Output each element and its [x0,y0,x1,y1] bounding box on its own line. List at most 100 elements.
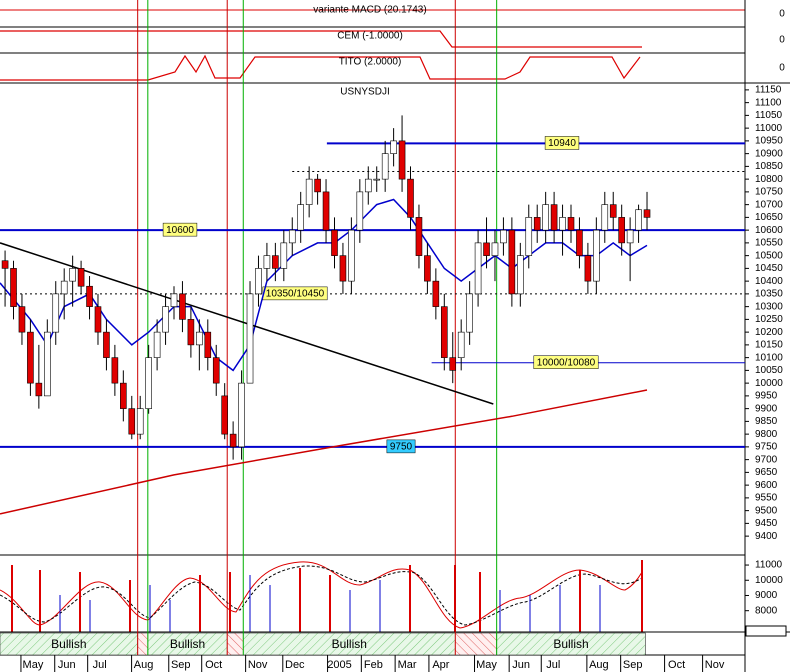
x-tick-label: Jul [546,659,560,671]
x-tick-label: Aug [589,659,609,671]
y-tick-label: 11150 [755,85,782,96]
y-tick-label: 11000 [755,123,783,134]
candle-body [314,178,321,193]
bearish-band [455,632,497,656]
trend-band-label: Bullish [170,637,205,651]
y-tick-label: 10850 [755,161,783,172]
y-tick-label: 9850 [755,416,778,427]
y-tick-label: 10550 [755,238,783,249]
indicator-value: 0 [779,35,785,46]
y-tick-label: 9550 [755,493,778,504]
candle-body [576,229,583,256]
candle-body [457,331,465,358]
candle-body [567,217,575,231]
lower-y-tick-label: 9000 [755,590,778,601]
candle-body [449,357,457,371]
candle-body [187,319,195,346]
bearish-band [137,632,149,656]
x-tick-label: Jun [58,659,76,671]
candle-body [601,204,609,231]
y-tick-label: 11050 [755,110,783,121]
candle-body [212,357,220,384]
y-tick-label: 9800 [755,429,778,440]
y-tick-label: 10200 [755,327,783,338]
level-label-text: 9750 [390,442,413,453]
y-tick-label: 10650 [755,212,783,223]
candle-body [432,280,440,307]
y-tick-label: 10050 [755,365,783,376]
x-tick-label: Apr [432,659,449,671]
y-tick-label: 10800 [755,174,783,185]
trend-band-label: Bullish [332,637,367,651]
x-tick-label: Jun [512,659,530,671]
x-tick-label: Oct [668,659,685,671]
candle-body [424,255,431,282]
x-tick-label: May [476,659,497,671]
candle-body [221,395,228,435]
y-tick-label: 10150 [755,340,783,351]
candle-body [86,285,93,307]
y-tick-label: 10250 [755,314,783,325]
bearish-band [226,632,244,656]
candle-body [272,255,279,269]
y-tick-label: 9600 [755,480,778,491]
candle-body [466,293,473,333]
candle-body [60,280,68,295]
candle-body [120,382,127,409]
candle-body [390,140,397,154]
candle-body [288,229,296,244]
candle-body [136,408,144,435]
level-label-box [386,439,416,454]
candle-body [483,242,490,256]
scroll-box[interactable] [745,625,787,637]
y-tick-label: 9450 [755,518,778,529]
candle-body [238,382,245,448]
candle-body [322,191,330,231]
x-tick-label: Aug [134,659,154,671]
trend-band-label: Bullish [51,637,86,651]
candle-body [35,382,43,397]
candle-body [153,331,161,358]
candle-body [339,255,347,282]
y-tick-label: 10700 [755,199,783,210]
y-tick-label: 10950 [755,136,783,147]
candle-body [356,191,364,231]
x-tick-label: Oct [205,659,222,671]
indicator-value: 0 [779,63,785,74]
candle-body [525,217,533,256]
candle-body [103,331,110,358]
candle-body [1,260,9,269]
candle-body [593,229,600,282]
y-tick-label: 10600 [755,225,783,236]
candle-body [10,268,17,307]
x-tick-label: Dec [285,659,305,671]
y-tick-label: 9400 [755,531,778,542]
candle-body [474,242,482,295]
x-tick-label: Feb [364,659,383,671]
candle-body [280,242,288,269]
lower-y-tick-label: 8000 [755,605,778,616]
candle-body [18,306,26,333]
level-label-box [533,355,599,369]
level-label-box [544,136,580,150]
candle-body [179,293,186,320]
candle-body [263,255,271,269]
candle-body [533,217,541,231]
trend-band-label: Bullish [553,637,588,651]
candle-body [297,204,305,231]
x-tick-label: 2005 [327,659,351,671]
y-tick-label: 11100 [755,97,782,108]
candle-body [52,293,60,333]
y-tick-label: 9500 [755,505,778,516]
candle-body [609,204,617,218]
candle-body [635,209,642,231]
x-tick-label: Sep [171,659,191,671]
level-label-box [262,286,328,301]
y-tick-label: 9750 [755,442,778,453]
x-tick-label: Mar [398,659,417,671]
candle-body [128,408,136,435]
level-label: 10940 [544,136,580,150]
candle-body [542,204,549,231]
level-label: 10600 [162,222,198,237]
candle-body [584,255,592,282]
